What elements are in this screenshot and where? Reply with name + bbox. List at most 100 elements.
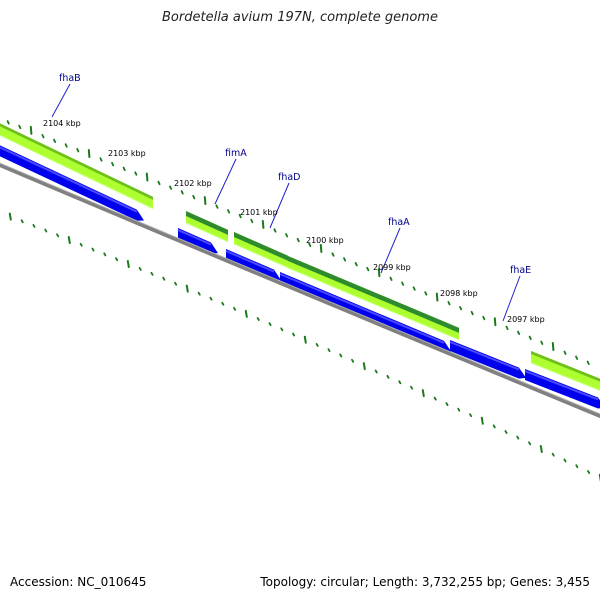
outer-tick <box>192 194 196 200</box>
cds-arrow-5-highlight <box>449 341 520 371</box>
outer-tick <box>482 315 486 321</box>
outer-tick <box>563 350 567 355</box>
outer-tick <box>111 161 115 167</box>
feature-fhab-stripe <box>0 123 153 200</box>
outer-tick <box>261 219 265 229</box>
outer-tick <box>366 266 370 272</box>
inner-tick <box>516 435 520 440</box>
inner-tick <box>233 306 237 311</box>
inner-tick <box>351 358 355 363</box>
inner-tick <box>587 470 591 474</box>
outer-tick <box>76 147 80 153</box>
genome-backbone <box>0 162 600 419</box>
inner-tick <box>292 332 296 337</box>
outer-tick <box>331 252 335 257</box>
gene-label-fhae[interactable]: fhaE <box>510 265 531 276</box>
inner-tick <box>67 236 71 245</box>
gene-label-fhad[interactable]: fhaD <box>278 172 301 183</box>
outer-tick <box>29 125 33 135</box>
inner-tick <box>221 301 225 306</box>
inner-tick <box>563 458 567 463</box>
outer-tick <box>227 209 231 214</box>
inner-tick <box>386 374 390 379</box>
outer-tick <box>134 171 138 176</box>
inner-tick <box>480 416 484 425</box>
outer-tick <box>215 204 219 209</box>
outer-tick <box>285 233 289 238</box>
inner-tick <box>398 380 402 385</box>
inner-tick <box>197 291 201 296</box>
cds-track <box>0 145 600 409</box>
inner-tick <box>445 402 449 407</box>
feature-fhaa-edge <box>287 267 460 341</box>
outer-tick <box>145 172 149 182</box>
outer-tick <box>157 180 161 186</box>
gene-label-fhab[interactable]: fhaB <box>59 73 81 84</box>
inner-tick <box>575 464 579 469</box>
inner-tick <box>504 430 508 434</box>
outer-tick <box>203 196 207 206</box>
feature-fhab-edge <box>0 134 154 210</box>
inner-tick <box>457 407 461 412</box>
leader-fhae <box>502 275 521 322</box>
outer-tick <box>575 355 579 360</box>
outer-tick <box>389 276 393 281</box>
gene-label-fhaa[interactable]: fhaA <box>388 217 410 228</box>
outer-tick <box>319 243 323 253</box>
outer-tick <box>250 218 254 224</box>
position-label-2102: 2102 kbp <box>174 179 212 188</box>
outer-tick <box>517 330 521 336</box>
inner-tick <box>421 389 425 398</box>
inner-tick <box>256 317 260 321</box>
outer-tick <box>447 301 451 306</box>
inner-tick <box>528 441 532 446</box>
gene-label-fima[interactable]: fimA <box>225 148 247 159</box>
inner-tick <box>244 309 248 318</box>
inner-tick <box>56 233 60 238</box>
outer-tick <box>238 213 242 219</box>
position-label-2100: 2100 kbp <box>306 236 344 245</box>
inner-tick <box>150 271 154 276</box>
inner-tick <box>91 247 95 252</box>
inner-tick <box>79 242 83 247</box>
position-label-2097: 2097 kbp <box>507 315 545 324</box>
inner-tick <box>433 396 437 401</box>
leader-fhaa <box>380 227 401 274</box>
outer-tick <box>180 190 184 195</box>
feature-fhae-stripe <box>531 351 600 382</box>
backbone-line <box>0 162 600 419</box>
inner-tick <box>303 335 307 344</box>
leader-fima <box>214 158 237 205</box>
inner-tick <box>115 257 119 262</box>
outer-tick <box>505 325 509 331</box>
outer-tick <box>540 340 544 345</box>
genome-summary-text: Topology: circular; Length: 3,732,255 bp… <box>260 575 590 589</box>
outer-tick <box>354 262 358 267</box>
outer-tick <box>99 157 103 162</box>
feature-fima-edge <box>185 222 229 243</box>
inner-tick <box>410 385 414 390</box>
inner-tick <box>32 224 36 228</box>
outer-tick <box>470 310 474 316</box>
inner-tick <box>374 369 378 374</box>
feature-fhaa-stripe <box>288 256 459 333</box>
inner-tick <box>539 444 543 453</box>
inner-tick-ring <box>0 212 600 482</box>
inner-tick <box>126 260 130 269</box>
cds-arrow-3-highlight <box>225 250 275 273</box>
accession-text: Accession: NC_010645 <box>10 575 147 589</box>
feature-fhad-edge <box>233 243 289 269</box>
outer-tick <box>459 305 463 311</box>
outer-tick <box>169 185 173 190</box>
inner-tick <box>280 327 284 332</box>
outer-tick-ring <box>6 120 590 365</box>
gene-label-leaders <box>51 83 521 322</box>
position-label-2103: 2103 kbp <box>108 149 146 158</box>
outer-tick <box>308 242 312 248</box>
inner-tick <box>138 267 142 271</box>
feature-fhad-stripe <box>234 232 288 261</box>
outer-tick <box>41 134 45 139</box>
outer-tick <box>6 120 10 125</box>
outer-tick <box>296 237 300 243</box>
